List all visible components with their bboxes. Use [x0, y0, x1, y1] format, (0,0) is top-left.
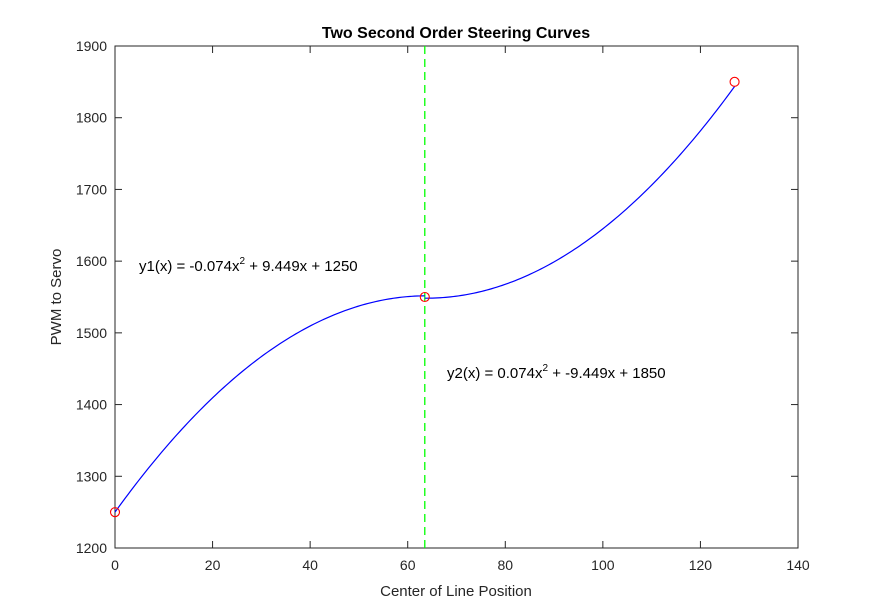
equation-annotation-y1: y1(x) = -0.074x2 + 9.449x + 1250 — [139, 256, 358, 275]
y-tick-label: 1900 — [76, 38, 107, 54]
x-tick-label: 120 — [689, 557, 713, 573]
y-axis-ticks: 1200 1300 1400 1500 1600 1700 1800 1900 — [76, 38, 798, 556]
curves-layer — [114, 86, 736, 513]
y-axis-label: PWM to Servo — [48, 249, 65, 346]
data-point-marker — [109, 507, 121, 518]
curve-y2 — [424, 86, 736, 299]
x-tick-label: 60 — [400, 557, 416, 573]
y-tick-label: 1600 — [76, 253, 107, 269]
y-tick-label: 1200 — [76, 540, 107, 556]
y-tick-label: 1800 — [76, 110, 107, 126]
data-point-marker — [419, 291, 430, 303]
x-tick-label: 100 — [591, 557, 615, 573]
x-axis-label: Center of Line Position — [380, 583, 532, 600]
chart-title: Two Second Order Steering Curves — [322, 25, 590, 42]
x-tick-label: 140 — [786, 557, 810, 573]
y-tick-label: 1700 — [76, 181, 107, 197]
equation-y1-main: y1(x) = -0.074x — [139, 258, 240, 275]
markers-layer — [109, 76, 740, 518]
equation-y2-main: y2(x) = 0.074x — [447, 365, 543, 382]
plot-area — [114, 45, 799, 549]
data-point-marker — [729, 76, 740, 87]
x-tick-label: 0 — [111, 557, 119, 573]
y-tick-label: 1300 — [76, 468, 107, 484]
equation-y1-exponent: 2 — [239, 256, 245, 267]
equation-y2-rest: + -9.449x + 1850 — [548, 365, 666, 382]
x-tick-label: 20 — [205, 557, 221, 573]
x-tick-label: 40 — [302, 557, 318, 573]
y-tick-label: 1500 — [76, 325, 107, 341]
equation-y1-rest: + 9.449x + 1250 — [245, 258, 358, 275]
x-tick-label: 80 — [497, 557, 513, 573]
y-tick-label: 1400 — [76, 397, 107, 413]
equation-annotation-y2: y2(x) = 0.074x2 + -9.449x + 1850 — [447, 363, 666, 382]
equation-y2-exponent: 2 — [542, 363, 548, 374]
curve-y1 — [114, 295, 425, 513]
x-axis-ticks: 0 20 40 60 80 100 120 140 — [111, 46, 810, 573]
